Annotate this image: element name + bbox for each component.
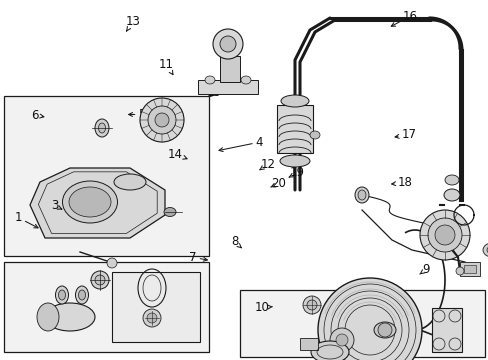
Bar — [220, 56, 240, 82]
Circle shape — [148, 106, 176, 134]
Text: 9: 9 — [419, 263, 429, 276]
Bar — [431, 308, 461, 352]
Bar — [198, 80, 258, 94]
Ellipse shape — [354, 187, 368, 203]
Text: 4: 4 — [219, 136, 263, 152]
Ellipse shape — [37, 303, 59, 331]
Ellipse shape — [98, 123, 105, 133]
Ellipse shape — [204, 76, 215, 84]
Circle shape — [455, 267, 463, 275]
Bar — [276, 105, 312, 153]
Ellipse shape — [309, 131, 319, 139]
Text: 14: 14 — [167, 148, 186, 161]
Circle shape — [140, 98, 183, 142]
Circle shape — [91, 271, 109, 289]
Text: 16: 16 — [390, 10, 416, 26]
Bar — [463, 265, 475, 273]
Circle shape — [147, 313, 157, 323]
Ellipse shape — [55, 286, 68, 304]
Ellipse shape — [482, 243, 488, 257]
Text: 17: 17 — [394, 129, 415, 141]
Circle shape — [303, 296, 320, 314]
Circle shape — [329, 328, 353, 352]
Ellipse shape — [62, 181, 117, 223]
Text: 15: 15 — [206, 86, 221, 99]
Text: 3: 3 — [51, 199, 61, 212]
Text: 6: 6 — [31, 109, 44, 122]
Bar — [4, 262, 208, 352]
Ellipse shape — [357, 190, 365, 200]
Ellipse shape — [75, 286, 88, 304]
Circle shape — [377, 323, 391, 337]
Ellipse shape — [281, 95, 308, 107]
Ellipse shape — [241, 76, 250, 84]
Text: 20: 20 — [270, 177, 285, 190]
Text: 8: 8 — [230, 235, 241, 248]
Ellipse shape — [69, 187, 111, 217]
Text: 2: 2 — [101, 190, 109, 206]
Text: 11: 11 — [159, 58, 173, 75]
Ellipse shape — [45, 303, 95, 331]
Ellipse shape — [114, 174, 146, 190]
Text: 1: 1 — [15, 211, 38, 228]
Ellipse shape — [163, 207, 176, 216]
Ellipse shape — [486, 246, 488, 254]
Text: 5: 5 — [128, 108, 145, 121]
Polygon shape — [30, 168, 164, 238]
Bar — [459, 262, 479, 276]
Text: 7: 7 — [189, 251, 207, 264]
Circle shape — [317, 278, 421, 360]
Bar — [240, 290, 484, 357]
Bar — [4, 96, 208, 256]
Circle shape — [142, 309, 161, 327]
Bar — [112, 272, 200, 342]
Circle shape — [335, 334, 347, 346]
Ellipse shape — [373, 322, 395, 338]
Ellipse shape — [443, 189, 459, 201]
Text: 19: 19 — [288, 166, 304, 179]
Circle shape — [95, 275, 105, 285]
Circle shape — [213, 29, 243, 59]
Ellipse shape — [310, 341, 348, 360]
Circle shape — [434, 225, 454, 245]
Text: 13: 13 — [125, 15, 140, 31]
Ellipse shape — [280, 155, 309, 167]
Text: 12: 12 — [259, 158, 275, 171]
Bar — [299, 338, 317, 350]
Circle shape — [427, 218, 461, 252]
Circle shape — [155, 113, 169, 127]
Ellipse shape — [95, 119, 109, 137]
Ellipse shape — [59, 290, 65, 300]
Circle shape — [107, 258, 117, 268]
Text: 10: 10 — [254, 301, 272, 314]
Ellipse shape — [79, 290, 85, 300]
Circle shape — [306, 300, 316, 310]
Circle shape — [220, 36, 236, 52]
Circle shape — [419, 210, 469, 260]
Text: 18: 18 — [391, 176, 411, 189]
Ellipse shape — [444, 175, 458, 185]
